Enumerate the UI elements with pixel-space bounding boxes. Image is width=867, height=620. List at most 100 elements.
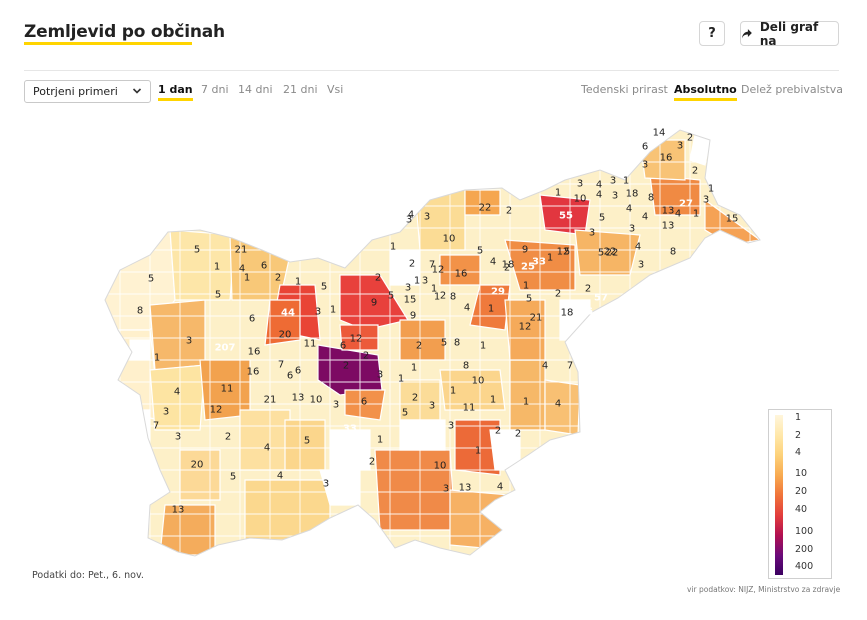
municipality-value-label: 22 [606, 248, 619, 259]
municipality-value-label: 10 [443, 234, 456, 245]
municipality-value-label: 25 [521, 262, 535, 273]
legend-tick: 2 [795, 430, 802, 441]
municipality-value-label: 6 [642, 142, 648, 153]
municipality-value-label: 7 [429, 260, 435, 271]
municipality-value-label: 6 [340, 341, 346, 352]
municipality-value-label: 3 [406, 215, 412, 226]
municipality-value-label: 16 [455, 269, 468, 280]
share-arrow-icon [741, 28, 752, 38]
municipality-value-label: 7 [153, 421, 159, 432]
municipality-value-label: 1 [377, 435, 383, 446]
municipality-value-label: 8 [670, 247, 676, 258]
municipality-value-label: 2 [687, 133, 693, 144]
municipality-value-label: 2 [375, 273, 381, 284]
municipality-value-label: 1 [475, 446, 481, 457]
municipality-value-label: 5 [402, 408, 408, 419]
municipality-value-label: 4 [596, 190, 602, 201]
municipality-value-label: 1 [708, 184, 714, 195]
municipality-value-label: 5 [441, 338, 447, 349]
municipality-value-label: 3 [429, 401, 435, 412]
municipality-value-label: 5 [564, 247, 570, 258]
municipality-value-label: 1 [555, 188, 561, 199]
municipality-value-label: 6 [295, 366, 301, 377]
municipality-value-label: 2 [369, 457, 375, 468]
municipality-value-label: 44 [281, 308, 295, 319]
municipality-value-label: 1 [330, 305, 336, 316]
municipality-value-label: 5 [230, 472, 236, 483]
municipality-value-label: 12 [557, 247, 570, 258]
municipality-value-label: 10 [472, 376, 485, 387]
municipality-value-label: 1 [431, 284, 437, 295]
municipality-value-label: 2 [409, 259, 415, 270]
municipality-value-label: 4 [464, 303, 470, 314]
legend-tick: 20 [795, 486, 808, 497]
municipality-value-label: 21 [530, 313, 543, 324]
municipality-value-label: 4 [542, 361, 548, 372]
share-button-label: Deli graf na [759, 19, 819, 48]
municipality-value-label: 1 [411, 363, 417, 374]
municipality-value-label: 6 [287, 371, 293, 382]
municipality-value-label: 3 [577, 179, 583, 190]
municipality-value-label: 4 [239, 264, 245, 275]
municipality-value-label: 33 [343, 424, 357, 435]
municipality-value-label: 16 [660, 153, 673, 164]
municipality-value-label: 8 [450, 292, 456, 303]
legend-tick: 40 [795, 504, 808, 515]
municipality-value-label: 18 [626, 189, 639, 200]
municipality-value-label: 13 [662, 221, 675, 232]
municipality-value-label: 5 [526, 294, 532, 305]
metric-select[interactable]: Potrjeni primeri [24, 80, 151, 103]
municipality-value-label: 3 [629, 224, 635, 235]
municipality-value-label: 2 [440, 291, 446, 302]
legend-color-bar [775, 415, 783, 575]
municipality-value-label: 3 [333, 400, 339, 411]
title-underline [24, 42, 192, 45]
municipality-value-label: 1 [523, 397, 529, 408]
municipality-value-label: 4 [555, 399, 561, 410]
municipality-value-label: 4 [490, 257, 496, 268]
municipality-value-label: 7 [567, 361, 573, 372]
tab-period-7-dni[interactable]: 7 dni [201, 83, 229, 96]
tab-mode-delez-prebivalstva[interactable]: Delež prebivalstva [741, 83, 844, 96]
municipality-value-label: 207 [215, 343, 236, 354]
data-source-note: vir podatkov: NIJZ, Ministrstvo za zdrav… [687, 585, 841, 594]
municipality-value-label: 1 [450, 386, 456, 397]
municipality-value-label: 2 [363, 351, 369, 362]
municipality-value-label: 3 [612, 191, 618, 202]
municipality-value-label: 2 [412, 393, 418, 404]
municipality-value-label: 11 [221, 384, 234, 395]
municipality-value-label: 4 [174, 387, 180, 398]
legend-tick: 4 [795, 447, 802, 458]
help-button[interactable]: ? [699, 21, 725, 46]
tab-period-1-dan[interactable]: 1 dan [158, 83, 193, 101]
municipality-value-label: 9 [371, 298, 377, 309]
municipality-value-label: 33 [532, 257, 546, 268]
municipality-value-label: 2 [275, 273, 281, 284]
tab-period-21-dni[interactable]: 21 dni [283, 83, 318, 96]
municipality-value-label: 3 [405, 283, 411, 294]
municipality-value-label: 8 [137, 306, 143, 317]
municipality-value-label: 36 [579, 307, 593, 318]
municipality-value-label: 4 [635, 242, 641, 253]
municipality-value-label: 2 [343, 361, 349, 372]
municipality-value-label: 57 [594, 293, 608, 304]
municipality-value-label: 11 [463, 403, 476, 414]
municipality-value-label: 3 [422, 276, 428, 287]
municipality-value-label: 27 [679, 199, 693, 210]
municipality-value-label: 2 [416, 341, 422, 352]
tab-mode-tedenski-prirast[interactable]: Tedenski prirast [581, 83, 668, 96]
municipality-value-label: 2 [506, 206, 512, 217]
municipality-value-label: 8 [463, 361, 469, 372]
municipality-value-label: 1 [154, 353, 160, 364]
tab-mode-absolutno[interactable]: Absolutno [674, 83, 737, 101]
municipality-value-label: 16 [247, 367, 260, 378]
legend-tick: 200 [795, 544, 814, 555]
share-button[interactable]: Deli graf na [740, 19, 839, 48]
tab-period-vsi[interactable]: Vsi [327, 83, 344, 96]
tab-period-14-dni[interactable]: 14 dni [238, 83, 273, 96]
municipality-value-label: 1 [434, 292, 440, 303]
municipality-value-label: 18 [561, 308, 574, 319]
page-title: Zemljevid po občinah [24, 22, 225, 42]
